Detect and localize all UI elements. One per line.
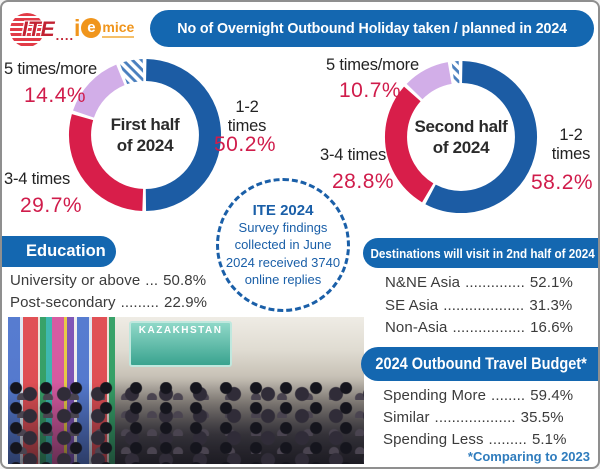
page-title: No of Overnight Outbound Holiday taken /… (177, 20, 567, 37)
exhibition-photo: KAZAKHSTAN (8, 317, 364, 464)
donut-center-line: First half (110, 114, 180, 134)
budget-footnote: *Comparing to 2023 (467, 449, 590, 464)
segment-value: 10.7% (339, 79, 402, 102)
education-header-label: Education (26, 242, 106, 260)
survey-note-line: Survey findings (238, 220, 328, 236)
survey-note-title: ITE 2024 (252, 202, 314, 220)
segment-value: 50.2% (214, 133, 277, 156)
survey-note-circle: ITE 2024 Survey findings collected in Ju… (216, 178, 350, 312)
stat-leader: ......... (120, 294, 160, 311)
segment-label: 3-4 times (4, 170, 71, 188)
photo-sign: KAZAKHSTAN (129, 321, 233, 367)
stat-label: N&NE Asia (385, 274, 461, 291)
stat-label: Non-Asia (385, 319, 448, 336)
stat-row: SE Asia ................... 31.3% (385, 297, 572, 314)
segment-value: 28.8% (332, 170, 395, 193)
stat-value: 31.3% (529, 297, 573, 314)
stat-label: Spending Less (383, 431, 484, 448)
stat-row: Non-Asia ................. 16.6% (385, 319, 573, 336)
iemice-logo-i: i (74, 15, 81, 41)
stat-leader: ................. (452, 319, 526, 336)
stat-label: Spending More (383, 387, 487, 404)
education-header: Education (2, 236, 116, 267)
stat-row: N&NE Asia .............. 52.1% (385, 274, 573, 291)
segment-value: 14.4% (24, 84, 87, 107)
ite-globe-icon (10, 13, 44, 47)
iemice-logo-e-icon: e (81, 18, 102, 38)
stat-row: Spending Less ......... 5.1% (383, 431, 567, 448)
budget-header: 2024 Outbound Travel Budget* (361, 347, 598, 381)
survey-note-line: 2024 received 3740 (225, 254, 341, 270)
stat-leader: ......... (488, 431, 527, 448)
destinations-header: Destinations will visit in 2nd half of 2… (363, 238, 598, 268)
stat-label: SE Asia (385, 297, 439, 314)
photo-crowd (8, 381, 364, 464)
stat-label: Post-secondary (10, 294, 116, 311)
stat-leader: ................... (434, 409, 516, 426)
stat-row: Post-secondary ......... 22.9% (10, 294, 207, 311)
donut-center-label-second-half: Second half of 2024 (401, 116, 521, 159)
iemice-logo: i e mice (74, 15, 135, 41)
segment-label: 5 times/more (4, 60, 97, 78)
stat-leader: ... (145, 272, 159, 289)
donut-center-line: of 2024 (432, 138, 490, 157)
donut-center-line: of 2024 (116, 136, 174, 155)
ite-logo: ITE .... (10, 10, 74, 50)
photo-sign-text: KAZAKHSTAN (138, 325, 223, 337)
stat-value: 16.6% (530, 319, 574, 336)
stat-row: University or above ... 50.8% (10, 272, 206, 289)
budget-header-label: 2024 Outbound Travel Budget* (375, 354, 588, 373)
stat-value: 22.9% (164, 294, 208, 311)
donut-center-line: Second half (414, 116, 508, 136)
stat-value: 52.1% (529, 274, 573, 291)
stat-leader: .............. (465, 274, 525, 291)
segment-value: 29.7% (20, 194, 83, 217)
stat-row: Spending More ........ 59.4% (383, 387, 573, 404)
stat-value: 50.8% (163, 272, 207, 289)
iemice-logo-mice: mice (102, 19, 135, 38)
stat-label: Similar (383, 409, 430, 426)
stat-leader: ........ (491, 387, 526, 404)
stat-row: Similar ................... 35.5% (383, 409, 564, 426)
segment-label: 5 times/more (326, 56, 419, 74)
segment-label: 1-2 times (551, 126, 591, 163)
ite-logo-text: ITE (22, 18, 55, 41)
donut-chart-second-half (384, 60, 538, 214)
survey-note-line: online replies (244, 271, 322, 287)
ite-logo-dots: .... (55, 27, 75, 43)
segment-value: 58.2% (531, 171, 594, 194)
donut-center-label-first-half: First half of 2024 (85, 114, 205, 157)
stat-value: 35.5% (520, 409, 564, 426)
donut-chart-first-half (68, 58, 222, 212)
stat-leader: ................... (443, 297, 525, 314)
stat-label: University or above (10, 272, 141, 289)
stat-value: 59.4% (530, 387, 574, 404)
stat-value: 5.1% (531, 431, 567, 448)
segment-label: 3-4 times (320, 146, 387, 164)
survey-note-line: collected in June (234, 237, 332, 253)
destinations-header-label: Destinations will visit in 2nd half of 2… (370, 245, 595, 261)
segment-label: 1-2 times (227, 98, 267, 135)
title-banner: No of Overnight Outbound Holiday taken /… (150, 10, 594, 47)
